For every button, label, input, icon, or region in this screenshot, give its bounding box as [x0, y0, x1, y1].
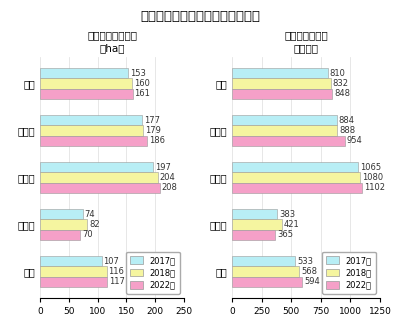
- Text: 1080: 1080: [362, 173, 383, 182]
- Text: 153: 153: [130, 69, 146, 78]
- Text: 594: 594: [304, 277, 320, 286]
- Bar: [40, 162, 154, 172]
- Text: 177: 177: [144, 116, 160, 125]
- Bar: [232, 136, 345, 146]
- Bar: [232, 162, 358, 172]
- Text: 888: 888: [339, 126, 355, 135]
- Bar: [40, 183, 160, 193]
- Text: 204: 204: [159, 173, 175, 182]
- Bar: [232, 277, 302, 287]
- Bar: [40, 125, 143, 136]
- Text: 832: 832: [332, 79, 348, 88]
- Text: 568: 568: [301, 267, 317, 276]
- Bar: [40, 277, 107, 287]
- Bar: [232, 230, 275, 240]
- Text: 365: 365: [277, 230, 293, 239]
- Text: 1065: 1065: [360, 163, 381, 172]
- Bar: [232, 266, 299, 277]
- Text: 884: 884: [338, 116, 354, 125]
- Text: 954: 954: [347, 136, 362, 146]
- Bar: [232, 172, 360, 183]
- Text: 383: 383: [279, 210, 295, 219]
- Legend: 2017年, 2018年, 2022年: 2017年, 2018年, 2022年: [126, 252, 180, 294]
- Text: 1102: 1102: [364, 183, 385, 192]
- Text: 116: 116: [108, 267, 124, 276]
- Text: 160: 160: [134, 79, 150, 88]
- Bar: [40, 209, 83, 219]
- Bar: [40, 230, 80, 240]
- Title: 加工用米生産量
（トン）: 加工用米生産量 （トン）: [284, 30, 328, 54]
- Text: 82: 82: [89, 220, 100, 229]
- Bar: [232, 256, 295, 266]
- Bar: [40, 266, 107, 277]
- Title: 加工用米作付面積
（ha）: 加工用米作付面積 （ha）: [87, 30, 137, 54]
- Bar: [40, 219, 87, 230]
- Text: 208: 208: [162, 183, 178, 192]
- Bar: [232, 115, 337, 125]
- Bar: [40, 136, 147, 146]
- Text: 107: 107: [103, 257, 119, 266]
- Bar: [232, 89, 332, 99]
- Text: 848: 848: [334, 89, 350, 98]
- Text: 179: 179: [145, 126, 161, 135]
- Bar: [232, 68, 328, 78]
- Bar: [40, 68, 128, 78]
- Bar: [232, 219, 282, 230]
- Bar: [232, 209, 277, 219]
- Bar: [40, 256, 102, 266]
- Text: 74: 74: [84, 210, 95, 219]
- Text: 810: 810: [330, 69, 346, 78]
- Text: 197: 197: [155, 163, 171, 172]
- Text: 117: 117: [109, 277, 125, 286]
- Bar: [40, 172, 158, 183]
- Text: 161: 161: [134, 89, 150, 98]
- Text: 図２：加工用米作付面積と生産量: 図２：加工用米作付面積と生産量: [140, 10, 260, 23]
- Bar: [232, 183, 362, 193]
- Bar: [232, 78, 330, 89]
- Bar: [40, 115, 142, 125]
- Legend: 2017年, 2018年, 2022年: 2017年, 2018年, 2022年: [322, 252, 376, 294]
- Text: 70: 70: [82, 230, 93, 239]
- Bar: [232, 125, 337, 136]
- Bar: [40, 89, 133, 99]
- Text: 421: 421: [284, 220, 299, 229]
- Text: 186: 186: [149, 136, 165, 146]
- Text: 533: 533: [297, 257, 313, 266]
- Bar: [40, 78, 132, 89]
